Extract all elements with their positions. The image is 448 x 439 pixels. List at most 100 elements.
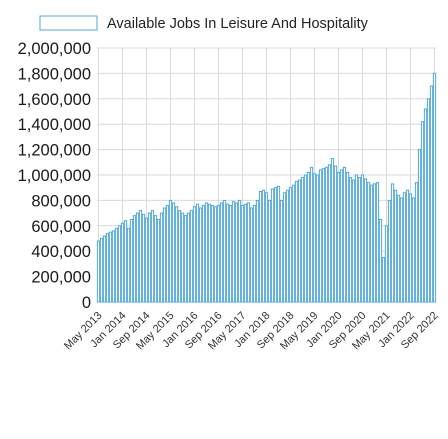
bar[interactable] bbox=[222, 199, 227, 303]
bar[interactable] bbox=[294, 180, 299, 303]
bar[interactable] bbox=[168, 199, 173, 303]
bar[interactable] bbox=[282, 192, 287, 303]
bar[interactable] bbox=[309, 166, 314, 303]
bar[interactable] bbox=[345, 171, 350, 303]
bar[interactable] bbox=[159, 212, 164, 303]
bar[interactable] bbox=[234, 202, 239, 303]
bar[interactable] bbox=[120, 222, 125, 303]
bar[interactable] bbox=[198, 207, 203, 303]
bar[interactable] bbox=[273, 187, 278, 303]
bar[interactable] bbox=[246, 202, 251, 303]
bar[interactable] bbox=[390, 183, 395, 303]
bar[interactable] bbox=[291, 184, 296, 303]
bar[interactable] bbox=[132, 215, 137, 303]
bar[interactable] bbox=[270, 188, 275, 303]
bar[interactable] bbox=[306, 171, 311, 303]
bar[interactable] bbox=[393, 189, 398, 303]
bar[interactable] bbox=[426, 98, 431, 303]
bar[interactable] bbox=[354, 174, 359, 303]
bar[interactable] bbox=[387, 199, 392, 303]
bar[interactable] bbox=[408, 193, 413, 303]
bar[interactable] bbox=[114, 227, 119, 303]
bar[interactable] bbox=[348, 177, 353, 303]
bar[interactable] bbox=[210, 204, 215, 303]
bar[interactable] bbox=[174, 206, 179, 303]
bar[interactable] bbox=[381, 257, 386, 303]
bar[interactable] bbox=[417, 149, 422, 303]
bar[interactable] bbox=[285, 189, 290, 303]
bar[interactable] bbox=[165, 204, 170, 303]
bar[interactable] bbox=[351, 179, 356, 303]
bar[interactable] bbox=[180, 212, 185, 303]
bar[interactable] bbox=[369, 184, 374, 303]
bar[interactable] bbox=[276, 185, 281, 303]
bar[interactable] bbox=[318, 169, 323, 303]
bar[interactable] bbox=[258, 191, 263, 303]
bar[interactable] bbox=[357, 177, 362, 303]
bar[interactable] bbox=[267, 199, 272, 303]
bar[interactable] bbox=[342, 166, 347, 303]
bar[interactable] bbox=[135, 212, 140, 303]
bar[interactable] bbox=[414, 182, 419, 303]
bar[interactable] bbox=[150, 210, 155, 303]
bar[interactable] bbox=[261, 189, 266, 303]
bar[interactable] bbox=[249, 207, 254, 303]
bar[interactable] bbox=[162, 207, 167, 303]
bar[interactable] bbox=[411, 197, 416, 303]
bar[interactable] bbox=[339, 169, 344, 303]
bar[interactable] bbox=[363, 178, 368, 303]
bar[interactable] bbox=[396, 194, 401, 303]
bar[interactable] bbox=[399, 197, 404, 303]
bar[interactable] bbox=[402, 192, 407, 303]
bar[interactable] bbox=[336, 171, 341, 303]
bar[interactable] bbox=[141, 213, 146, 303]
bar[interactable] bbox=[228, 204, 233, 303]
bar[interactable] bbox=[102, 235, 107, 303]
bar[interactable] bbox=[429, 85, 434, 303]
legend[interactable]: Available Jobs In Leisure And Hospitalit… bbox=[39, 15, 369, 32]
bar[interactable] bbox=[333, 165, 338, 303]
bar[interactable] bbox=[117, 225, 122, 303]
bar[interactable] bbox=[384, 225, 389, 303]
bar[interactable] bbox=[288, 187, 293, 303]
bar[interactable] bbox=[420, 121, 425, 303]
bar[interactable] bbox=[324, 166, 329, 303]
bar[interactable] bbox=[144, 217, 149, 303]
bar[interactable] bbox=[213, 206, 218, 303]
bar[interactable] bbox=[129, 218, 134, 303]
bar[interactable] bbox=[237, 199, 242, 303]
bar[interactable] bbox=[195, 203, 200, 303]
bar[interactable] bbox=[138, 210, 143, 303]
bar[interactable] bbox=[216, 204, 221, 303]
bar[interactable] bbox=[279, 199, 284, 303]
bar[interactable] bbox=[207, 203, 212, 303]
bar[interactable] bbox=[255, 199, 260, 303]
bar[interactable] bbox=[156, 218, 161, 303]
bar[interactable] bbox=[153, 215, 158, 303]
bar[interactable] bbox=[312, 173, 317, 303]
bar[interactable] bbox=[360, 174, 365, 303]
bar[interactable] bbox=[189, 210, 194, 303]
bar[interactable] bbox=[105, 232, 110, 303]
bar[interactable] bbox=[378, 218, 383, 303]
bar[interactable] bbox=[297, 179, 302, 303]
bar[interactable] bbox=[96, 240, 101, 303]
bar[interactable] bbox=[204, 202, 209, 303]
bar[interactable] bbox=[366, 182, 371, 303]
bar[interactable] bbox=[243, 203, 248, 303]
bar[interactable] bbox=[192, 206, 197, 303]
bar[interactable] bbox=[405, 189, 410, 303]
bar[interactable] bbox=[252, 204, 257, 303]
bar[interactable] bbox=[372, 183, 377, 303]
bar[interactable] bbox=[321, 168, 326, 303]
bar[interactable] bbox=[147, 212, 152, 303]
bar[interactable] bbox=[108, 231, 113, 303]
bar[interactable] bbox=[327, 164, 332, 303]
bar[interactable] bbox=[231, 201, 236, 303]
bar[interactable] bbox=[99, 238, 104, 303]
bar[interactable] bbox=[225, 203, 230, 303]
bar[interactable] bbox=[123, 220, 128, 303]
bar[interactable] bbox=[432, 72, 437, 303]
bar[interactable] bbox=[315, 174, 320, 303]
bar[interactable] bbox=[264, 192, 269, 303]
